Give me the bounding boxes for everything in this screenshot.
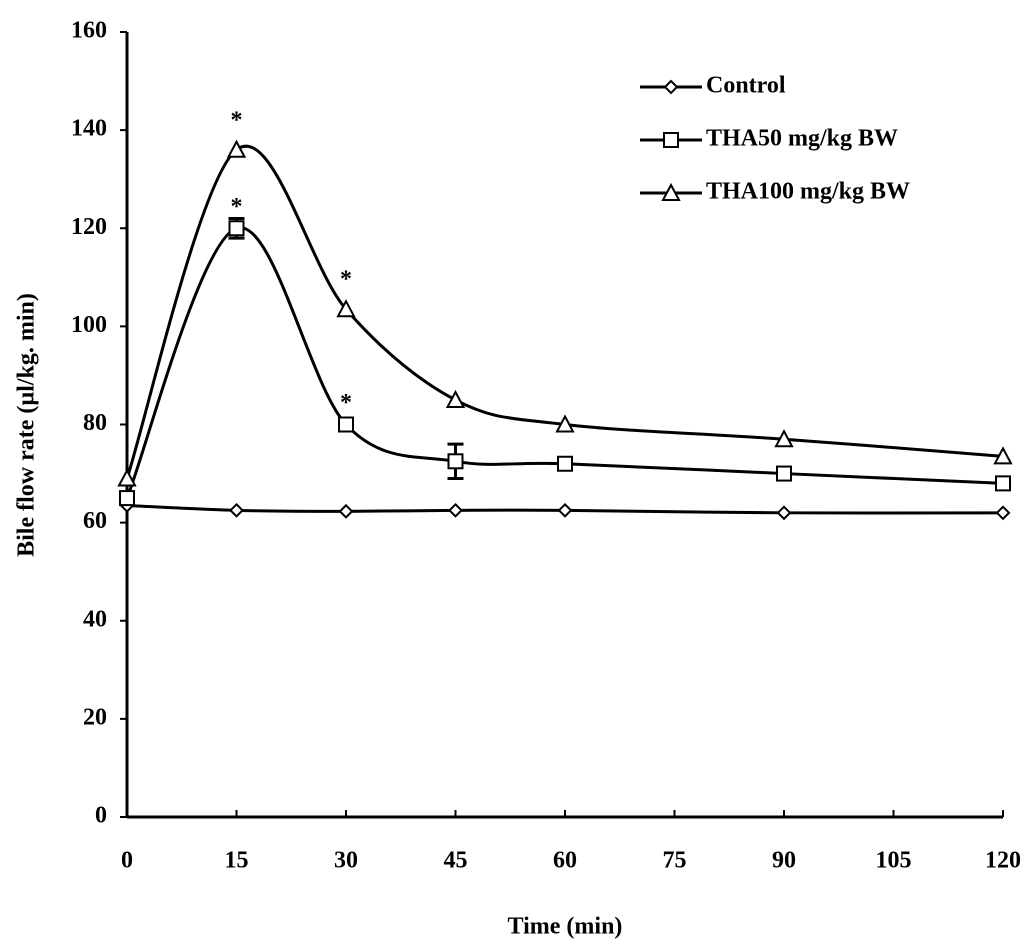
x-tick-label: 30 bbox=[334, 848, 358, 874]
marker bbox=[228, 220, 245, 237]
legend-label: THA100 mg/kg BW bbox=[706, 179, 910, 205]
legend-marker bbox=[661, 182, 681, 201]
y-tick-label: 140 bbox=[71, 116, 107, 142]
marker bbox=[338, 503, 354, 519]
x-tick-label: 105 bbox=[876, 848, 912, 874]
marker bbox=[555, 414, 575, 433]
y-tick-label: 40 bbox=[83, 606, 107, 632]
marker bbox=[119, 490, 135, 507]
y-tick-label: 100 bbox=[71, 312, 107, 338]
y-tick-label: 120 bbox=[71, 214, 107, 240]
marker bbox=[448, 502, 463, 518]
x-tick-label: 0 bbox=[121, 848, 133, 874]
marker bbox=[336, 299, 356, 318]
y-tick-label: 20 bbox=[83, 704, 107, 730]
x-tick-label: 90 bbox=[772, 848, 796, 874]
annotation: * bbox=[231, 107, 243, 133]
annotation: * bbox=[340, 267, 352, 293]
y-tick-label: 60 bbox=[83, 508, 107, 534]
x-axis-label: Time (min) bbox=[508, 914, 623, 940]
marker bbox=[993, 446, 1013, 465]
x-tick-label: 60 bbox=[553, 848, 577, 874]
x-tick-label: 45 bbox=[444, 848, 468, 874]
y-axis-label: Bile flow rate (µl/kg. min) bbox=[14, 293, 40, 557]
marker bbox=[557, 455, 573, 472]
y-tick-label: 0 bbox=[95, 803, 107, 829]
marker bbox=[776, 505, 792, 521]
marker bbox=[338, 416, 354, 433]
y-tick-label: 160 bbox=[71, 18, 107, 44]
legend-label: Control bbox=[706, 73, 786, 99]
legend-label: THA50 mg/kg BW bbox=[706, 126, 898, 152]
annotation: * bbox=[231, 194, 243, 220]
x-tick-label: 75 bbox=[663, 848, 687, 874]
y-tick-label: 80 bbox=[83, 410, 107, 436]
marker bbox=[557, 502, 573, 518]
marker bbox=[117, 468, 137, 487]
legend-marker bbox=[663, 79, 679, 95]
marker bbox=[995, 505, 1011, 521]
annotation: * bbox=[340, 390, 352, 416]
marker bbox=[226, 139, 247, 158]
marker bbox=[445, 389, 466, 408]
x-tick-label: 15 bbox=[225, 848, 249, 874]
marker bbox=[447, 453, 464, 470]
x-tick-label: 120 bbox=[985, 848, 1021, 874]
marker bbox=[776, 465, 792, 482]
marker bbox=[995, 475, 1011, 492]
marker bbox=[774, 429, 794, 448]
marker bbox=[229, 502, 244, 518]
legend-marker bbox=[663, 132, 679, 148]
